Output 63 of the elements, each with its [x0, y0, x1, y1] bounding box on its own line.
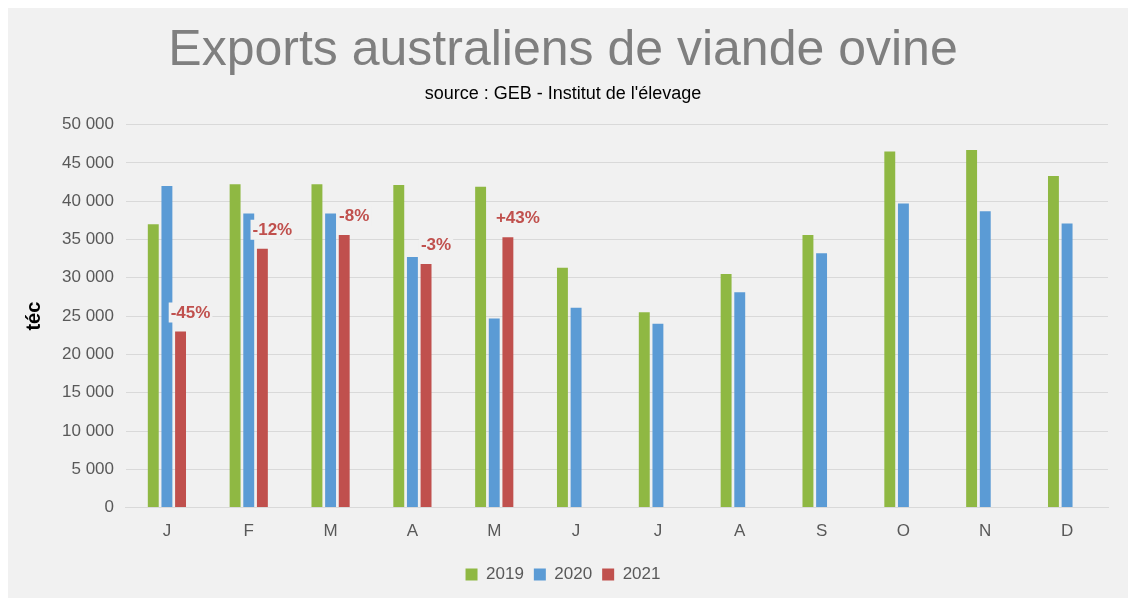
x-tick-label: A: [406, 521, 419, 541]
bar: [1061, 223, 1073, 508]
bar: [406, 257, 418, 508]
bar: [556, 267, 568, 508]
y-axis-title: téc: [21, 301, 44, 331]
annotation: -12%: [252, 219, 293, 239]
y-tick-label: 5 000: [71, 458, 114, 478]
bar: [175, 331, 187, 508]
x-tick-label: F: [243, 521, 254, 541]
x-tick-label: M: [323, 521, 338, 541]
y-tick-label: 40 000: [62, 190, 114, 210]
x-tick-label: J: [653, 521, 663, 541]
annotation: +43%: [495, 208, 540, 228]
y-tick-label: 50 000: [62, 114, 114, 134]
x-tick-label: A: [734, 521, 747, 541]
annotation: -3%: [420, 235, 452, 255]
bar: [570, 307, 582, 508]
y-tick-label: 35 000: [62, 229, 114, 249]
annotation: -45%: [170, 302, 211, 322]
bar: [884, 151, 896, 508]
bar: [502, 237, 514, 508]
legend-label: 2019: [486, 564, 524, 584]
y-tick-label: 20 000: [62, 344, 114, 364]
bar: [243, 213, 255, 508]
bar: [311, 184, 323, 508]
bar: [161, 185, 173, 508]
legend-label: 2020: [554, 564, 593, 584]
y-tick-label: 15 000: [62, 382, 114, 402]
bar: [652, 323, 664, 508]
bar: [734, 292, 746, 508]
y-tick-label: 10 000: [62, 420, 114, 440]
bar: [720, 273, 732, 508]
bar: [229, 184, 241, 508]
bar: [1047, 175, 1059, 508]
chart-subtitle: source : GEB - Institut de l'élevage: [424, 82, 702, 103]
bar: [420, 264, 432, 508]
bar: [475, 186, 487, 508]
bar: [338, 234, 350, 508]
chart-title: Exports australiens de viande ovine: [168, 19, 958, 76]
bar: [816, 253, 828, 508]
bar: [325, 213, 337, 508]
x-tick-label: S: [815, 521, 828, 541]
bar: [256, 248, 268, 508]
legend-label: 2021: [622, 564, 661, 584]
bar: [897, 203, 909, 508]
x-tick-label: N: [979, 521, 992, 541]
y-tick-label: 25 000: [62, 305, 114, 325]
x-tick-label: J: [571, 521, 581, 541]
x-tick-label: J: [162, 521, 172, 541]
bar: [147, 224, 159, 508]
annotation: -8%: [339, 206, 370, 226]
y-tick-label: 0: [104, 497, 114, 517]
bar: [802, 234, 814, 508]
y-tick-label: 30 000: [62, 267, 114, 287]
y-tick-label: 45 000: [62, 152, 114, 172]
bar: [393, 185, 405, 508]
bar: [979, 211, 991, 508]
x-tick-label: M: [487, 521, 502, 541]
bar: [966, 149, 978, 508]
bar: [488, 318, 500, 508]
bar: [638, 312, 650, 508]
x-tick-label: O: [896, 521, 911, 541]
x-tick-label: D: [1060, 521, 1074, 541]
